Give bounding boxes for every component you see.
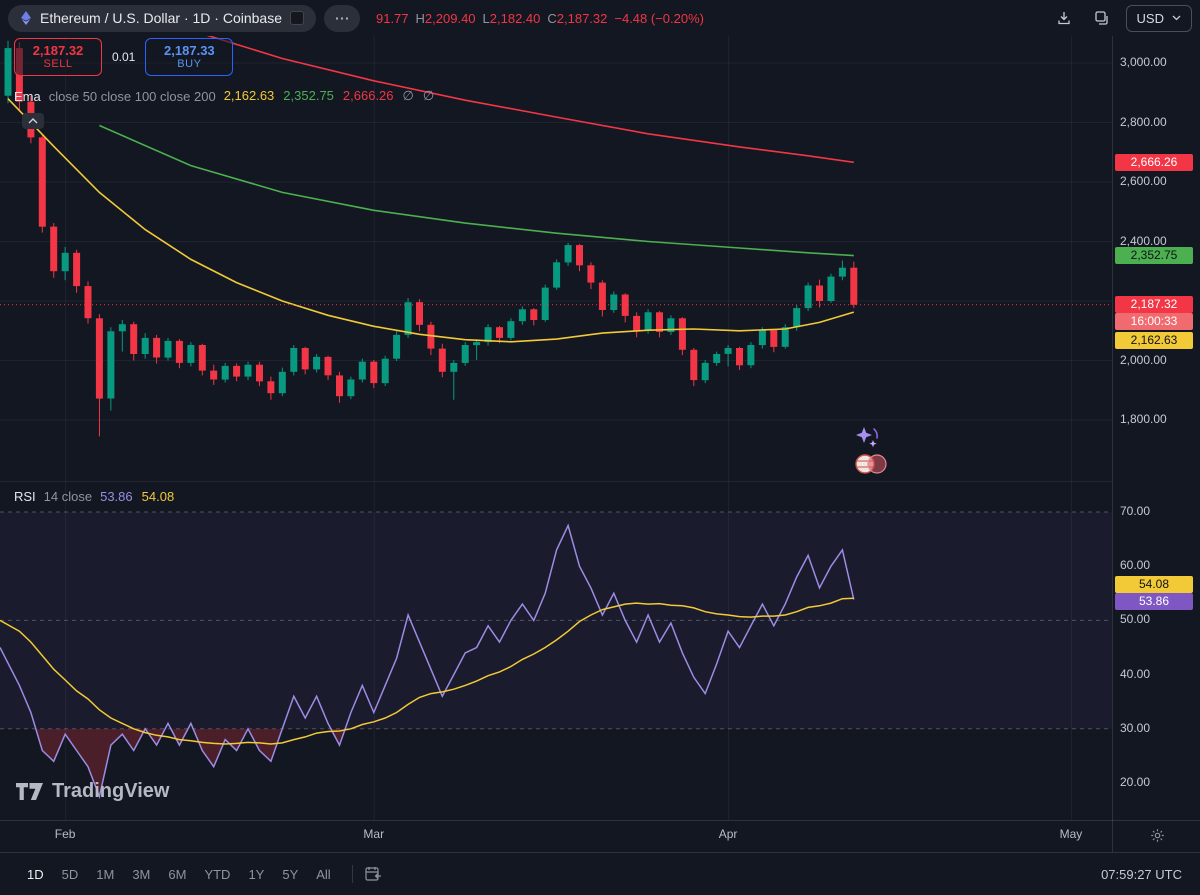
ema-line <box>206 36 854 164</box>
ethereum-icon <box>21 11 31 25</box>
price-axis-border[interactable] <box>1112 36 1113 852</box>
rsi-value: 53.86 <box>100 489 133 504</box>
rsi-based-ma-line <box>0 597 854 745</box>
chevron-up-icon <box>28 118 38 124</box>
ema-value: 2,352.75 <box>283 88 334 103</box>
legend-collapse-button[interactable] <box>22 113 44 129</box>
low-label: L <box>482 10 490 26</box>
ema-empty-value: ∅ <box>422 88 435 103</box>
high-value: 2,209.40 <box>424 10 476 26</box>
spread-value: 0.01 <box>112 50 136 64</box>
rsi-legend-title[interactable]: RSI <box>14 489 36 504</box>
currency-toggle[interactable]: USD <box>1125 4 1192 32</box>
rsi-legend-params: 14 close <box>43 489 93 504</box>
trade-panel: 2,187.32 SELL 0.01 2,187.33 BUY <box>14 38 234 76</box>
low-value: 2,182.40 <box>489 10 541 26</box>
buy-label: BUY <box>177 58 202 71</box>
bottom-toolbar-border <box>0 852 1200 853</box>
range-button-1d[interactable]: 1D <box>18 861 53 888</box>
ema-legend-values: 2,162.63 2,352.75 2,666.26 ∅ ∅ <box>224 88 443 104</box>
go-to-date-icon[interactable] <box>365 866 382 882</box>
range-button-5d[interactable]: 5D <box>53 861 88 888</box>
snapshot-download-icon[interactable] <box>1050 5 1078 31</box>
date-range-switcher: 1D 5D 1M 3M 6M YTD 1Y 5Y All <box>18 861 340 888</box>
ema-value: 2,162.63 <box>223 88 275 103</box>
rsi-legend: RSI 14 close 53.86 54.08 <box>14 489 183 504</box>
rsi-value: 54.08 <box>141 489 175 504</box>
clock[interactable]: 07:59:27 UTC <box>1101 866 1182 882</box>
header-actions: USD <box>1050 4 1200 32</box>
watermark-label: TradingView <box>52 780 170 802</box>
range-button-all[interactable]: All <box>307 861 339 888</box>
ohlc-readout: 91.77 H2,209.40 L2,182.40 C2,187.32 −4.4… <box>376 11 704 26</box>
rsi-oversold-fill <box>0 728 854 797</box>
ema-line <box>99 124 854 257</box>
rsi-legend-values: 53.86 54.08 <box>100 489 183 504</box>
chevron-down-icon <box>1172 15 1181 21</box>
ema-empty-value: ∅ <box>402 88 414 103</box>
tradingview-watermark[interactable]: TradingView <box>16 780 169 803</box>
symbol-title: Ethereum / U.S. Dollar · 1D · Coinbase <box>40 10 282 26</box>
buy-price: 2,187.33 <box>164 42 215 58</box>
toolbar-divider <box>351 865 353 883</box>
close-value: 2,187.32 <box>556 10 608 26</box>
range-button-1m[interactable]: 1M <box>87 861 123 888</box>
pane-separator[interactable] <box>0 481 1112 482</box>
range-button-6m[interactable]: 6M <box>159 861 195 888</box>
range-button-ytd[interactable]: YTD <box>195 861 239 888</box>
ema-legend-params: close 50 close 100 close 200 <box>48 88 216 104</box>
chart-header: Ethereum / U.S. Dollar · 1D · Coinbase ⋯… <box>0 0 1200 36</box>
ai-sparkle-icon[interactable] <box>852 424 880 450</box>
more-options-button[interactable]: ⋯ <box>323 4 360 32</box>
close-label: C <box>547 10 557 26</box>
time-axis-border <box>0 820 1200 821</box>
exchange-logo-icon <box>289 11 304 25</box>
overlapping-circles-icon[interactable] <box>852 452 890 476</box>
change-value: −4.48 (−0.20%) <box>614 10 704 26</box>
currency-label: USD <box>1136 10 1164 26</box>
bottom-toolbar: 1D 5D 1M 3M 6M YTD 1Y 5Y All 07:59:27 UTC <box>0 853 1200 895</box>
range-button-1y[interactable]: 1Y <box>239 861 273 888</box>
sell-price: 2,187.32 <box>32 42 84 58</box>
open-value: 91.77 <box>375 10 409 26</box>
high-label: H <box>415 10 425 26</box>
sell-label: SELL <box>43 58 73 71</box>
rsi-band-fill <box>0 512 1112 729</box>
ema-line <box>7 98 855 343</box>
tradingview-logo-icon <box>16 783 43 800</box>
symbol-button[interactable]: Ethereum / U.S. Dollar · 1D · Coinbase <box>8 4 316 32</box>
buy-button[interactable]: 2,187.33 BUY <box>145 38 234 76</box>
ema-legend: Ema close 50 close 100 close 200 2,162.6… <box>14 88 443 104</box>
range-button-3m[interactable]: 3M <box>123 861 159 888</box>
range-button-5y[interactable]: 5Y <box>273 861 307 888</box>
sell-button[interactable]: 2,187.32 SELL <box>14 38 102 76</box>
ema-value: 2,666.26 <box>342 88 394 103</box>
ema-legend-title[interactable]: Ema <box>14 88 41 104</box>
multi-layout-icon[interactable] <box>1088 5 1116 31</box>
axis-settings-gear-icon[interactable] <box>1150 828 1165 843</box>
